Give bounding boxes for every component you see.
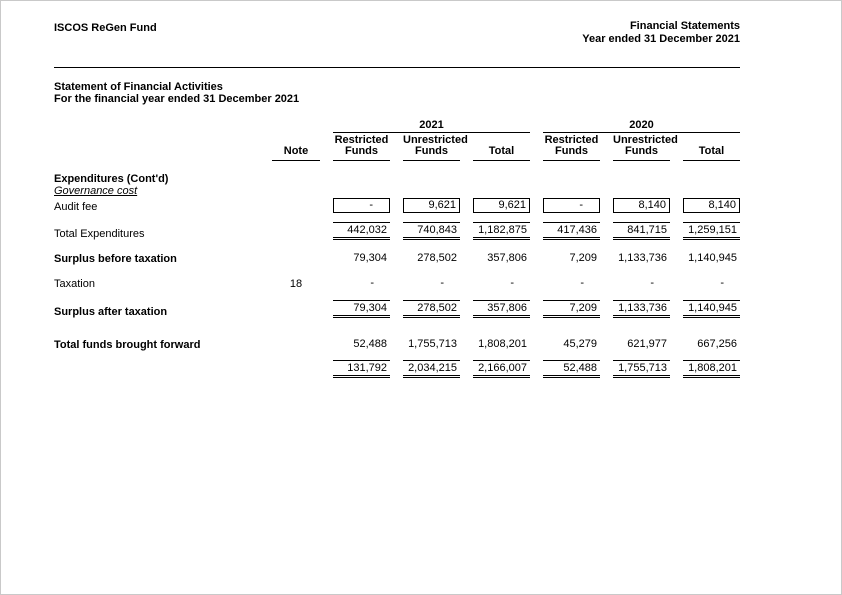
row-taxation: Taxation 18 - - - - - -	[54, 277, 740, 290]
value-cell: 7,209	[543, 300, 600, 318]
value-cell: -	[510, 277, 514, 289]
doc-title: Financial Statements	[629, 20, 740, 32]
page-header: ISCOS ReGen Fund Financial Statements Ye…	[54, 20, 740, 46]
row-total-funds-brought-forward: Total funds brought forward 52,488 1,755…	[54, 338, 740, 351]
value-cell: 1,182,875	[473, 222, 530, 240]
row-label: Taxation	[54, 278, 95, 290]
value-cell: 1,133,736	[613, 300, 670, 318]
value-cell: 442,032	[333, 222, 390, 240]
row-label: Expenditures (Cont'd)	[54, 173, 169, 185]
value-cell: -	[370, 277, 374, 289]
col-header-unrestricted-funds-2020: Unrestricted Funds	[613, 133, 678, 161]
value-cell: 1,808,201	[683, 360, 740, 378]
value-cell: 45,279	[563, 338, 597, 350]
row-label: Audit fee	[54, 201, 98, 213]
year-2021-label: 2021	[333, 119, 530, 133]
row-label: Total Expenditures	[54, 228, 145, 240]
statement-title: Statement of Financial Activities	[54, 81, 223, 93]
row-surplus-before-taxation: Surplus before taxation 79,304 278,502 3…	[54, 252, 740, 265]
value-cell: 1,259,151	[683, 222, 740, 240]
value-cell: 667,256	[697, 338, 737, 350]
value-cell: 9,621	[403, 198, 460, 213]
value-cell: -	[580, 277, 584, 289]
value-cell: 1,133,736	[618, 252, 667, 264]
note-value: 18	[289, 278, 303, 290]
col-header-total-2020: Total	[683, 133, 740, 161]
row-audit-fee: Audit fee - 9,621 9,621 - 8,140 8,140	[54, 198, 740, 213]
value-cell: 417,436	[543, 222, 600, 240]
value-cell: 7,209	[569, 252, 597, 264]
doc-period: Year ended 31 December 2021	[582, 33, 740, 45]
row-label: Surplus after taxation	[54, 306, 168, 318]
col-header-restricted-funds-2021: Restricted Funds	[333, 133, 390, 161]
row-expenditures-contd: Expenditures (Cont'd)	[54, 173, 740, 185]
year-2020-label: 2020	[543, 119, 740, 133]
doc-meta: Financial Statements Year ended 31 Decem…	[582, 20, 740, 46]
value-cell: 52,488	[353, 338, 387, 350]
header-rule	[54, 67, 740, 68]
row-closing-total: 131,792 2,034,215 2,166,007 52,488 1,755…	[54, 360, 740, 378]
value-cell: 1,808,201	[478, 338, 527, 350]
col-header-restricted-funds-2020: Restricted Funds	[543, 133, 600, 161]
value-cell: -	[650, 277, 654, 289]
value-cell: -	[720, 277, 724, 289]
financial-table: 2021 2020 Note Restricted Funds Unrestri…	[54, 119, 740, 378]
row-total-expenditures: Total Expenditures 442,032 740,843 1,182…	[54, 222, 740, 240]
col-header-total-2021: Total	[473, 133, 530, 161]
value-cell: -	[543, 198, 600, 213]
value-cell: 1,140,945	[683, 300, 740, 318]
value-cell: 1,755,713	[408, 338, 457, 350]
value-cell: 131,792	[333, 360, 390, 378]
value-cell: 79,304	[333, 300, 390, 318]
value-cell: 2,034,215	[403, 360, 460, 378]
value-cell: 357,806	[487, 252, 527, 264]
statement-period: For the financial year ended 31 December…	[54, 93, 300, 105]
col-header-unrestricted-funds-2021: Unrestricted Funds	[403, 133, 468, 161]
value-cell: 52,488	[543, 360, 600, 378]
value-cell: -	[440, 277, 444, 289]
year-header-row: 2021 2020	[54, 119, 740, 133]
row-governance-cost: Governance cost	[54, 185, 740, 197]
row-label: Total funds brought forward	[54, 339, 201, 351]
value-cell: 1,755,713	[613, 360, 670, 378]
value-cell: 8,140	[613, 198, 670, 213]
value-cell: 8,140	[683, 198, 740, 213]
value-cell: 79,304	[353, 252, 387, 264]
value-cell: 2,166,007	[473, 360, 530, 378]
value-cell: 841,715	[613, 222, 670, 240]
company-name: ISCOS ReGen Fund	[54, 22, 157, 34]
value-cell: 9,621	[473, 198, 530, 213]
note-column-header: Note	[272, 133, 320, 161]
value-cell: 357,806	[473, 300, 530, 318]
row-label: Governance cost	[54, 185, 138, 197]
value-cell: 621,977	[627, 338, 667, 350]
value-cell: 1,140,945	[688, 252, 737, 264]
row-surplus-after-taxation: Surplus after taxation 79,304 278,502 35…	[54, 300, 740, 318]
column-header-row: Note Restricted Funds Unrestricted Funds…	[54, 133, 740, 161]
value-cell: 278,502	[417, 252, 457, 264]
value-cell: 740,843	[403, 222, 460, 240]
value-cell: -	[333, 198, 390, 213]
page-content: ISCOS ReGen Fund Financial Statements Ye…	[54, 1, 740, 378]
value-cell: 278,502	[403, 300, 460, 318]
row-label: Surplus before taxation	[54, 253, 177, 265]
